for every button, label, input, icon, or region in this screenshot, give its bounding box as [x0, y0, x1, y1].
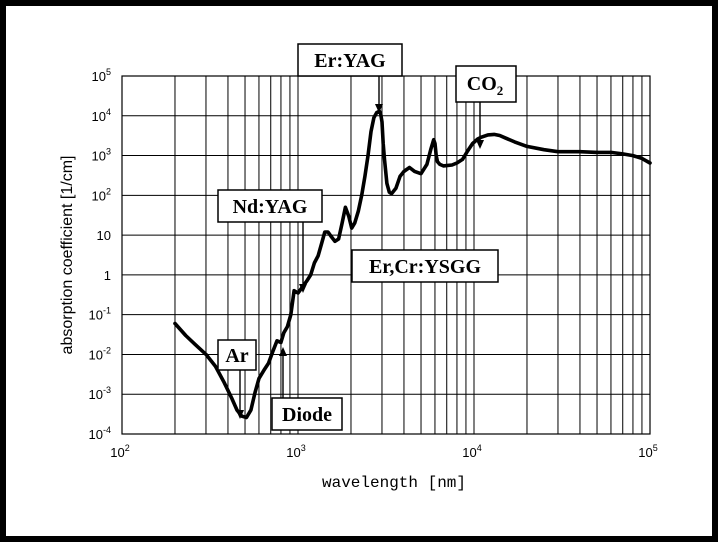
figure-panel: 10-4 10-3 10-2 10-1 1 10 102 103 104 105 102 103 10…: [6, 6, 712, 536]
x-tick-label: 104: [462, 443, 481, 460]
nd-yag-box: [217, 189, 323, 223]
y-tick-label: 10: [97, 228, 111, 243]
er-yag-arrow-head: [375, 104, 383, 113]
y-axis-title: absorption coefficient [1/cm]: [59, 156, 76, 355]
ar-arrow-head: [236, 410, 244, 419]
ar-box: [217, 339, 257, 371]
co2-arrow-head: [476, 140, 484, 149]
y-tick-label: 10-1: [89, 306, 111, 323]
x-tick-label: 102: [110, 443, 129, 460]
laser-annotations: Er:YAG CO2 Nd:YAG Er,Cr:YSGG Ar Diode: [217, 43, 517, 431]
y-tick-label: 10-3: [89, 385, 111, 402]
er-yag-label: Er:YAG: [314, 50, 386, 72]
y-tick-labels: 10-4 10-3 10-2 10-1 1 10 102 103 104 105: [89, 67, 111, 442]
x-tick-label: 103: [286, 443, 305, 460]
series-line: [173, 109, 652, 420]
y-tick-label: 102: [92, 186, 111, 203]
nd-yag-arrow-head: [299, 284, 307, 293]
y-tick-label: 1: [104, 268, 111, 283]
ar-label: Ar: [225, 345, 248, 367]
er-yag-box: [297, 43, 403, 77]
x-tick-label: 105: [638, 443, 657, 460]
y-tick-label: 104: [92, 107, 111, 124]
y-tick-label: 10-2: [89, 345, 111, 362]
nd-yag-label: Nd:YAG: [233, 196, 308, 218]
diode-box: [271, 397, 343, 431]
x-axis-title: wavelength [nm]: [322, 474, 466, 492]
er-cr-ysgg-label: Er,Cr:YSGG: [369, 256, 481, 278]
x-tick-labels: 102 103 104 105: [110, 443, 657, 460]
y-tick-label: 103: [92, 147, 111, 164]
er-cr-ysgg-box: [351, 249, 499, 283]
co2-label: CO2: [467, 73, 504, 98]
y-tick-label: 105: [92, 67, 111, 84]
y-tick-label: 10-4: [89, 425, 111, 442]
co2-box: [455, 65, 517, 103]
diode-arrow-head: [279, 347, 287, 356]
diode-label: Diode: [282, 404, 332, 426]
